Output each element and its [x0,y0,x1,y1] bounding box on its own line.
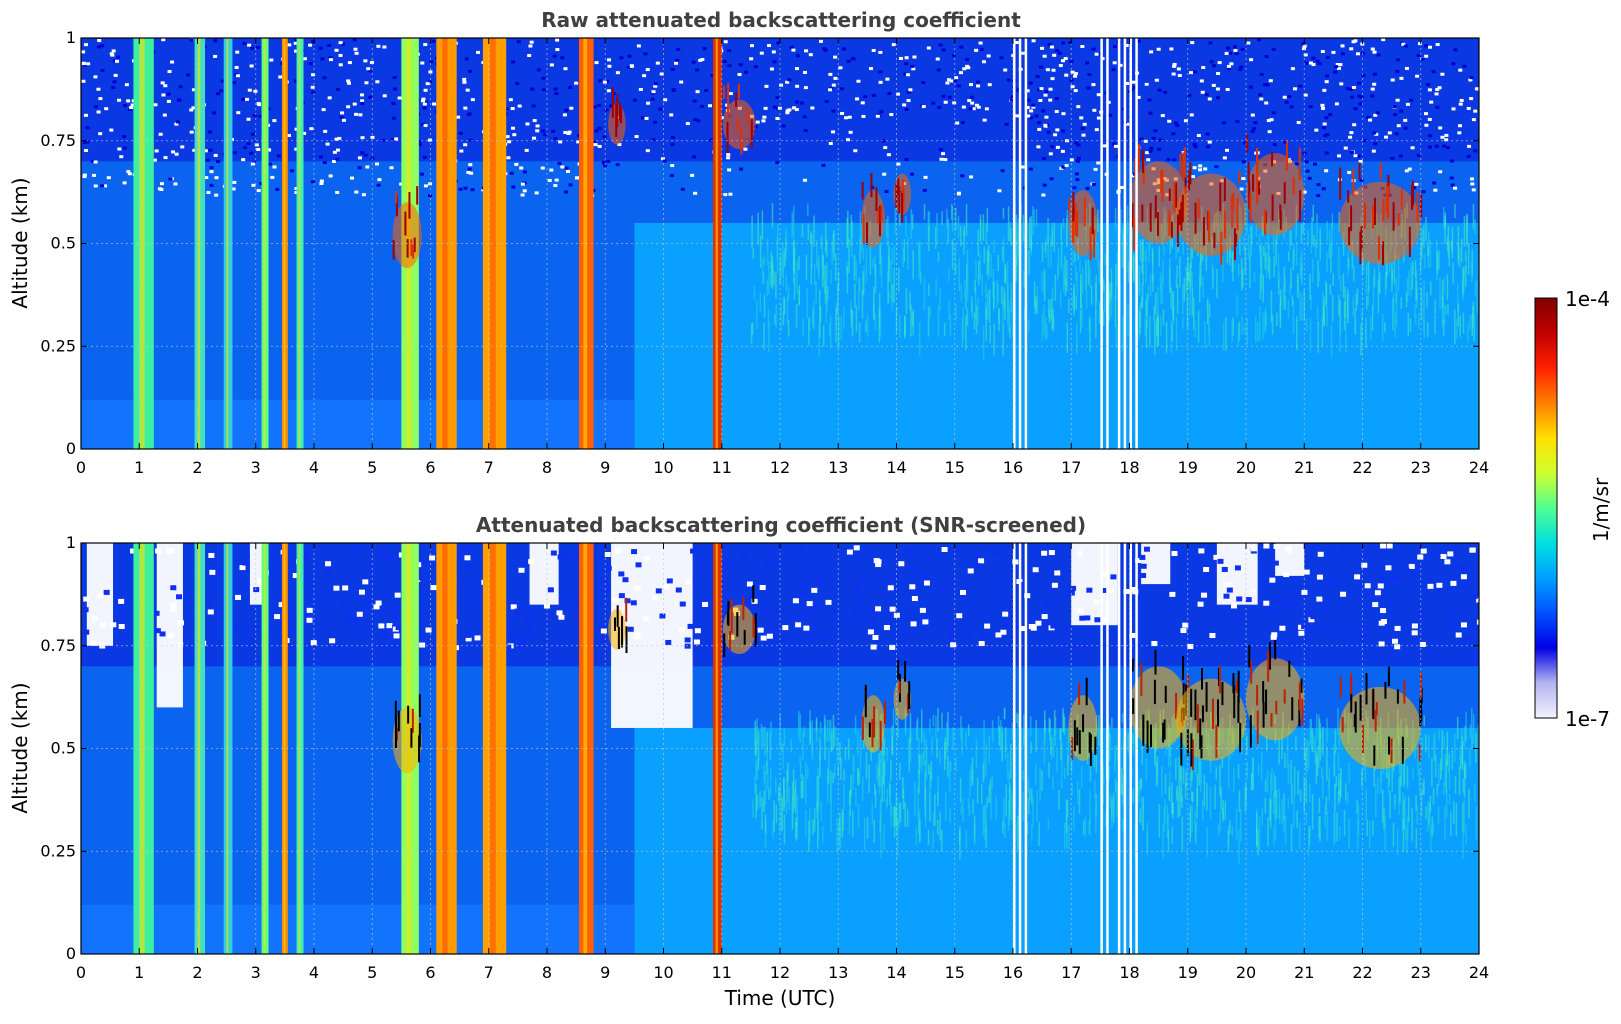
x-tick-label: 10 [653,458,673,477]
x-tick-label: 13 [828,963,848,982]
x-tick-label: 5 [367,458,377,477]
y-tick-label: 0 [66,944,76,963]
x-tick-label: 7 [484,458,494,477]
x-tick-label: 6 [425,458,435,477]
x-tick-label: 19 [1178,458,1198,477]
x-tick-label: 8 [542,963,552,982]
x-tick-label: 8 [542,458,552,477]
raw-backscatter-panel: Raw attenuated backscattering coefficien… [8,8,1489,477]
y-axis-ticks: 0 0.25 0.5 0.75 1 [40,533,1479,963]
x-tick-label: 2 [192,963,202,982]
data-gap [1013,38,1016,449]
panel-title: Attenuated backscattering coefficient (S… [476,513,1086,537]
data-gap [1013,543,1016,954]
x-tick-label: 20 [1236,963,1256,982]
x-tick-label: 14 [886,963,906,982]
x-tick-label: 23 [1411,458,1431,477]
x-axis-label: Time (UTC) [724,986,836,1010]
cloud-patch [893,678,912,720]
data-gap [1018,543,1022,954]
x-tick-label: 15 [945,963,965,982]
x-tick-label: 19 [1178,963,1198,982]
x-tick-label: 9 [600,458,610,477]
y-axis-ticks: 0 0.25 0.5 0.75 1 [40,28,1479,458]
data-gap [1123,38,1127,449]
y-axis-label: Altitude (km) [8,682,32,813]
y-tick-label: 0.5 [51,234,76,253]
panel-title: Raw attenuated backscattering coefficien… [541,8,1021,32]
grid-lines [81,38,1479,449]
x-tick-label: 20 [1236,458,1256,477]
data-gap [1123,543,1127,954]
x-tick-label: 12 [770,458,790,477]
data-gap [1117,543,1121,954]
grid-lines [81,543,1479,954]
data-gap [1117,38,1121,449]
x-tick-label: 9 [600,963,610,982]
x-axis-ticks: 0 1 2 3 4 5 6 7 8 9 10 11 12 13 14 15 16 17 18 19 20 21 22 23 24 [76,38,1489,477]
cloud-patch [1246,153,1305,236]
x-tick-label: 10 [653,963,673,982]
x-tick-label: 18 [1119,458,1139,477]
y-tick-label: 1 [66,533,76,552]
colorbar-gradient [1534,297,1558,719]
data-gap [1024,38,1028,449]
x-tick-label: 5 [367,963,377,982]
x-tick-label: 1 [134,963,144,982]
colorbar: 1e-4 1e-7 1/m/sr [1534,287,1613,731]
x-tick-label: 11 [712,458,732,477]
x-tick-label: 0 [76,458,86,477]
x-tick-label: 18 [1119,963,1139,982]
x-tick-label: 13 [828,458,848,477]
data-gap [1129,38,1132,449]
y-tick-label: 1 [66,28,76,47]
x-tick-label: 4 [309,458,319,477]
x-tick-label: 2 [192,458,202,477]
colorbar-min-label: 1e-7 [1565,707,1610,731]
y-tick-label: 0.25 [40,841,76,860]
x-tick-label: 21 [1294,458,1314,477]
cloud-patch [392,707,422,774]
x-tick-label: 22 [1352,458,1372,477]
y-tick-label: 0.25 [40,336,76,355]
data-gap [1129,543,1132,954]
x-tick-label: 6 [425,963,435,982]
x-tick-label: 17 [1061,458,1081,477]
x-tick-label: 4 [309,963,319,982]
x-tick-label: 1 [134,458,144,477]
data-gap [1024,543,1028,954]
x-tick-label: 23 [1411,963,1431,982]
x-tick-label: 24 [1469,458,1489,477]
x-tick-label: 22 [1352,963,1372,982]
snr-screened-panel: Attenuated backscattering coefficient (S… [8,513,1489,1010]
x-tick-label: 3 [251,458,261,477]
x-tick-label: 12 [770,963,790,982]
x-tick-label: 15 [945,458,965,477]
x-tick-label: 24 [1469,963,1489,982]
x-tick-label: 21 [1294,963,1314,982]
x-tick-label: 0 [76,963,86,982]
y-tick-label: 0.75 [40,636,76,655]
cloud-patch [1246,658,1305,741]
data-gap [1018,38,1022,449]
x-tick-label: 14 [886,458,906,477]
y-tick-label: 0.75 [40,131,76,150]
y-tick-label: 0 [66,439,76,458]
x-tick-label: 16 [1003,458,1023,477]
x-tick-label: 16 [1003,963,1023,982]
colorbar-unit-label: 1/m/sr [1589,477,1613,542]
x-tick-label: 3 [251,963,261,982]
cloud-patch [1176,173,1247,256]
x-tick-label: 17 [1061,963,1081,982]
colorbar-max-label: 1e-4 [1565,287,1610,311]
x-tick-label: 11 [712,963,732,982]
y-axis-label: Altitude (km) [8,177,32,308]
x-tick-label: 7 [484,963,494,982]
y-tick-label: 0.5 [51,739,76,758]
x-axis-ticks: 0 1 2 3 4 5 6 7 8 9 10 11 12 13 14 15 16 17 18 19 20 21 22 23 24 [76,543,1489,982]
